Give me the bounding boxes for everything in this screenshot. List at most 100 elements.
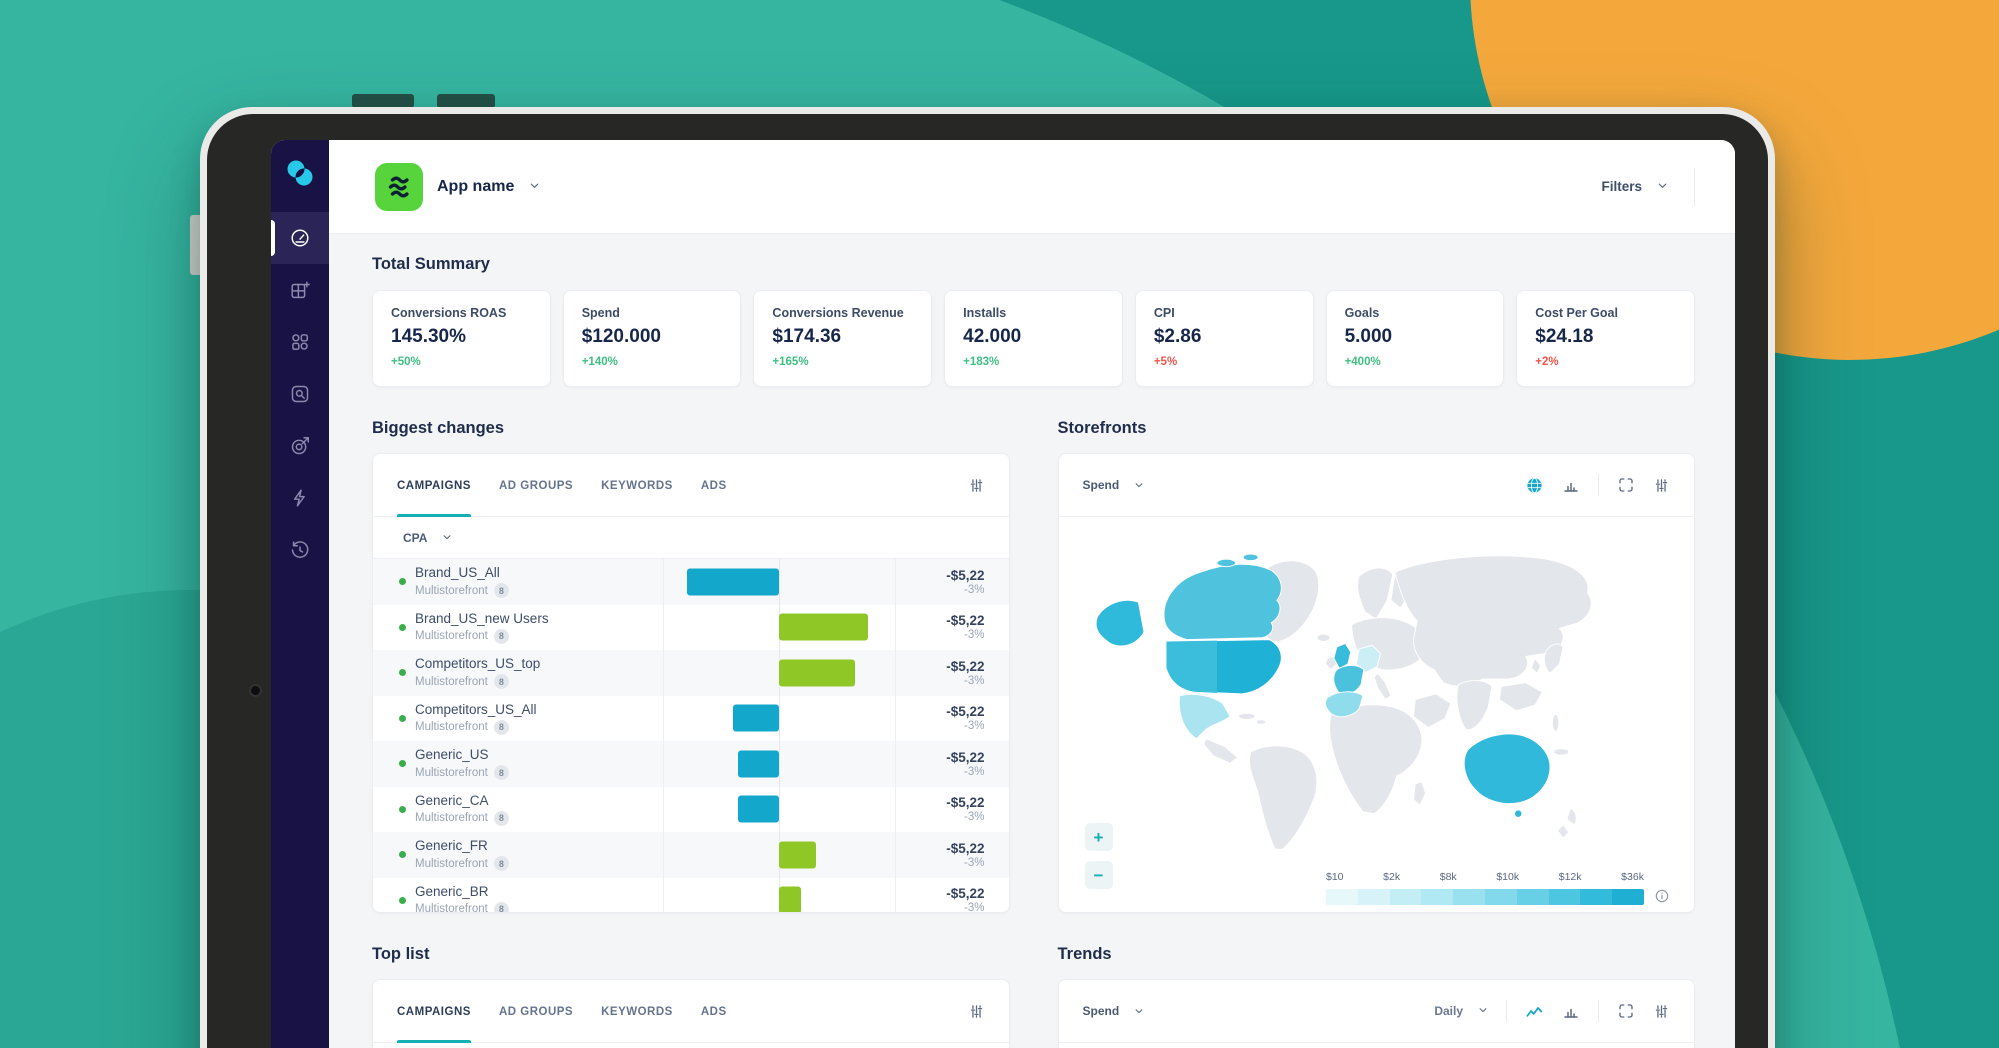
map-view-button[interactable]: [1525, 476, 1544, 495]
campaign-sublabel: Multistorefront 8: [415, 674, 540, 689]
map-settings-button[interactable]: [1653, 477, 1670, 494]
storefront-count-badge: 8: [493, 856, 509, 871]
world-map[interactable]: + − $10 $2k $8k $10k $12k $36k: [1059, 531, 1695, 912]
biggest-changes-tabbar: CAMPAIGNS AD GROUPS KEYWORDS ADS: [373, 454, 1009, 517]
change-bar-cell: [663, 695, 896, 741]
table-row[interactable]: Brand_US_All Multistorefront 8 -$5,22 -3%: [373, 559, 1009, 605]
tab-campaigns[interactable]: CAMPAIGNS: [397, 454, 471, 517]
tab-ad-groups[interactable]: AD GROUPS: [499, 980, 573, 1043]
sidebar-item-dashboard[interactable]: [271, 212, 329, 264]
summary-card: Spend $120.000 +140%: [562, 290, 742, 387]
tabs: CAMPAIGNS AD GROUPS KEYWORDS ADS: [397, 454, 727, 517]
sidebar-item-categories[interactable]: [271, 316, 329, 368]
chart-settings-button[interactable]: [1653, 1003, 1670, 1020]
change-value: -$5,22: [946, 840, 985, 856]
globe-icon: [1527, 477, 1542, 493]
campaign-sublabel: Multistorefront 8: [415, 719, 537, 735]
storefront-count-badge: 8: [493, 583, 509, 598]
campaign-name-cell: Competitors_US_top Multistorefront 8: [373, 650, 663, 696]
spend-metric-dropdown[interactable]: Spend: [1083, 478, 1145, 493]
campaign-text: Brand_US_All Multistorefront 8: [415, 565, 509, 598]
legend-info-button[interactable]: [1654, 888, 1670, 905]
metric-selector-row: CPA: [373, 517, 1009, 559]
fullscreen-button[interactable]: [1617, 1002, 1635, 1020]
table-row[interactable]: Competitors_US_All Multistorefront 8 -$5,22…: [373, 695, 1009, 742]
sidebar-item-history[interactable]: [271, 524, 329, 576]
sidebar: [271, 140, 329, 1048]
change-value: -$5,22: [946, 567, 985, 583]
bar-chart-icon: [1564, 482, 1578, 492]
map-zoom-out-button[interactable]: −: [1084, 861, 1113, 889]
legend-segment: [1357, 889, 1390, 905]
storefront-label: Multistorefront: [415, 584, 488, 597]
summary-card-value: $174.36: [772, 326, 842, 347]
tabs: CAMPAIGNS AD GROUPS KEYWORDS ADS: [397, 980, 727, 1043]
change-value-cell: -$5,22 -3%: [896, 650, 1009, 696]
table-row[interactable]: Brand_US_new Users Multistorefront 8 -$5,22…: [373, 604, 1009, 650]
trends-spend-label: Spend: [1082, 1004, 1120, 1018]
tab-campaigns[interactable]: CAMPAIGNS: [397, 980, 471, 1043]
table-row[interactable]: Generic_FR Multistorefront 8 -$5,22 -3%: [373, 832, 1009, 878]
table-row[interactable]: Generic_BR Multistorefront 8 -$5,22 -3%: [373, 877, 1009, 912]
legend-segment: [1484, 889, 1517, 905]
legend-label: $36k: [1621, 871, 1644, 883]
change-value-cell: -$5,22 -3%: [896, 741, 1009, 787]
bar-chart-view-button[interactable]: [1562, 476, 1580, 494]
campaign-name: Competitors_US_All: [415, 701, 537, 717]
change-pct: -3%: [964, 629, 985, 642]
trends-toolbar: Spend Daily: [1058, 980, 1694, 1043]
campaign-text: Generic_CA Multistorefront 8: [415, 793, 509, 826]
brand-logo-venn[interactable]: [285, 158, 315, 188]
tablet-volume-button: [437, 94, 495, 108]
summary-card-label: Conversions Revenue: [772, 306, 904, 320]
change-value-cell: -$5,22 -3%: [896, 696, 1009, 742]
table-settings-button[interactable]: [968, 477, 985, 494]
table-row[interactable]: Competitors_US_top Multistorefront 8 -$5,22…: [373, 650, 1009, 696]
top-list-tabbar: CAMPAIGNS AD GROUPS KEYWORDS ADS: [373, 980, 1009, 1043]
change-value-cell: -$5,22 -3%: [896, 878, 1009, 912]
sidebar-item-automation[interactable]: [271, 472, 329, 524]
app-name-dropdown[interactable]: App name: [423, 178, 540, 196]
table-row[interactable]: Generic_US Multistorefront 8 -$5,22 -3%: [373, 741, 1009, 787]
top-list-section: Top list CAMPAIGNS AD GROUPS KEYWORDS ADS: [372, 913, 1010, 1048]
summary-card: Conversions Revenue $174.36 +165%: [753, 290, 933, 387]
sidebar-item-goals[interactable]: [271, 420, 329, 472]
total-summary-title: Total Summary: [372, 255, 490, 273]
map-zoom-in-button[interactable]: +: [1084, 823, 1113, 851]
campaign-name: Brand_US_All: [415, 565, 500, 581]
status-dot: [399, 805, 406, 813]
tab-ads[interactable]: ADS: [701, 980, 727, 1043]
tab-ads[interactable]: ADS: [701, 454, 727, 517]
tab-ad-groups[interactable]: AD GROUPS: [499, 454, 573, 517]
spend-label: Spend: [1082, 478, 1120, 492]
filters-dropdown[interactable]: Filters: [1601, 179, 1668, 194]
cpa-metric-dropdown[interactable]: CPA: [403, 530, 452, 545]
summary-card: Installs 42.000 +183%: [944, 290, 1123, 387]
sidebar-item-search[interactable]: [271, 368, 329, 420]
history-icon: [291, 541, 309, 558]
change-pct: -3%: [964, 583, 985, 596]
trends-metric-dropdown[interactable]: Spend: [1083, 1004, 1145, 1019]
legend-segment: [1453, 889, 1485, 905]
table-settings-button[interactable]: [968, 1003, 985, 1020]
fullscreen-button[interactable]: [1617, 476, 1635, 494]
tab-keywords[interactable]: KEYWORDS: [601, 980, 673, 1043]
change-value: -$5,22: [946, 886, 985, 902]
campaign-sublabel: Multistorefront 8: [415, 856, 509, 871]
tablet-volume-button: [352, 94, 414, 108]
sidebar-item-reports[interactable]: [271, 264, 329, 316]
toolbar-divider: [1506, 1000, 1507, 1022]
interval-dropdown[interactable]: Daily: [1434, 1004, 1488, 1018]
campaign-text: Competitors_US_top Multistorefront 8: [415, 656, 540, 689]
campaign-name-cell: Competitors_US_All Multistorefront 8: [373, 696, 663, 742]
change-value: -$5,22: [946, 749, 985, 765]
change-bar: [687, 568, 780, 596]
bar-chart-view-button[interactable]: [1562, 1002, 1580, 1020]
legend-segment: [1516, 889, 1549, 905]
table-row[interactable]: Generic_CA Multistorefront 8 -$5,22 -3%: [373, 786, 1009, 832]
tab-keywords[interactable]: KEYWORDS: [601, 454, 673, 517]
map-legend: $10 $2k $8k $10k $12k $36k: [1326, 871, 1670, 905]
topbar-divider: [1694, 167, 1695, 206]
filters-label: Filters: [1601, 179, 1642, 194]
line-chart-view-button[interactable]: [1525, 1002, 1544, 1021]
